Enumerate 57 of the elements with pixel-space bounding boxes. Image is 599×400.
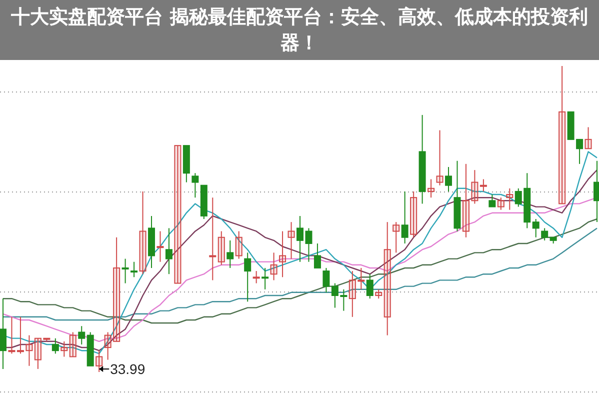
candlestick — [244, 252, 252, 302]
candlestick — [340, 288, 348, 312]
candlestick — [262, 267, 269, 290]
candlestick — [26, 334, 33, 366]
candlestick — [558, 66, 566, 204]
candlestick — [288, 222, 295, 260]
candlestick — [384, 222, 391, 336]
candlestick — [122, 258, 129, 284]
candlestick — [60, 340, 68, 358]
candlestick — [497, 197, 504, 210]
candlestick — [401, 190, 408, 244]
candlestick — [532, 218, 540, 238]
candlestick — [322, 267, 330, 293]
candlestick — [235, 230, 242, 260]
candlestick — [462, 163, 470, 238]
candlestick — [375, 288, 382, 300]
candlestick — [445, 166, 452, 192]
candlestick — [113, 236, 120, 342]
candlestick — [392, 222, 400, 254]
candlestick — [16, 316, 24, 354]
candlestick — [96, 350, 103, 372]
candlestick — [209, 197, 216, 281]
candlestick — [471, 170, 478, 204]
candlestick — [104, 332, 112, 360]
candlestick — [358, 267, 365, 290]
candlestick — [436, 130, 444, 186]
candlestick — [34, 338, 42, 370]
candlestick — [226, 240, 234, 268]
candlestick — [0, 298, 6, 370]
candlestick — [348, 270, 356, 318]
candlestick — [192, 172, 199, 198]
candlestick — [488, 194, 496, 208]
annotation: 33.99 — [110, 361, 146, 377]
chart-title: 十大实盘配资平台 揭秘最佳配资平台：安全、高效、低成本的投资利器！ — [10, 5, 589, 56]
candlestick — [43, 338, 50, 342]
candlestick — [252, 270, 260, 284]
candlestick — [279, 230, 286, 278]
candlestick — [584, 126, 592, 150]
candlestick — [506, 188, 514, 210]
candlestick — [78, 326, 86, 345]
candlestick — [52, 338, 59, 354]
candlestick — [366, 274, 374, 300]
candlestick — [8, 316, 16, 354]
candlestick — [165, 228, 172, 275]
candlestick — [69, 332, 76, 358]
candlestick — [139, 190, 146, 275]
candlestick — [314, 242, 321, 268]
candlestick — [130, 261, 138, 278]
candlestick — [410, 190, 418, 238]
candlestick — [174, 145, 182, 284]
candlestick — [218, 230, 225, 266]
candlestick — [156, 230, 164, 262]
candlestick — [270, 252, 278, 281]
candlestick — [331, 282, 338, 308]
candlestick — [428, 178, 435, 198]
candlestick — [541, 228, 548, 241]
candlestick — [480, 178, 487, 192]
